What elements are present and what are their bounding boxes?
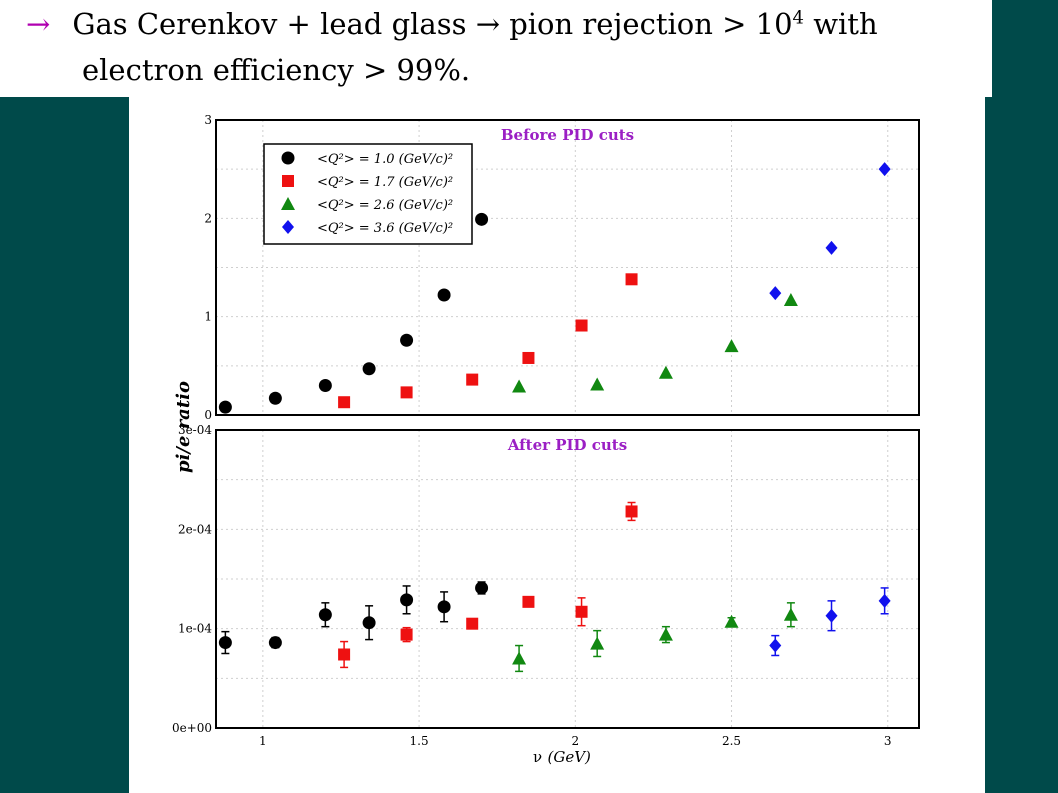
plot-frame [215, 119, 920, 416]
data-point-triangle [724, 339, 739, 353]
legend-label: <Q²> = 1.7 (GeV/c)² [317, 175, 453, 190]
slide-line-1-end: with [803, 7, 878, 41]
legend-label: <Q²> = 3.6 (GeV/c)² [317, 221, 453, 236]
y-tick-label: 3e-04 [178, 423, 212, 437]
x-tick-label: 2.5 [722, 734, 741, 748]
data-point-circle [268, 636, 282, 650]
data-point-circle [218, 636, 232, 650]
slide-line-2: electron efficiency > 99%. [82, 53, 471, 87]
data-point-circle [362, 362, 376, 376]
data-point-square [338, 396, 351, 409]
y-tick-label: 0e+00 [172, 721, 212, 735]
slide-line-1-text: Gas Cerenkov + lead glass → pion rejecti… [72, 7, 793, 41]
legend-marker-circle [281, 151, 295, 165]
legend-label: <Q²> = 1.0 (GeV/c)² [317, 152, 453, 167]
legend-label: <Q²> = 2.6 (GeV/c)² [317, 198, 453, 213]
data-point-circle [437, 600, 451, 614]
data-point-triangle [590, 377, 605, 391]
slide-text-box: → Gas Cerenkov + lead glass → pion reject… [0, 0, 992, 97]
data-point-triangle [783, 607, 798, 621]
x-axis-label: ν [533, 748, 542, 766]
data-point-circle [268, 391, 282, 405]
y-tick-label: 0 [204, 408, 212, 422]
legend-box [263, 143, 473, 245]
y-tick-label: 1 [204, 310, 212, 324]
slide-line-1: → Gas Cerenkov + lead glass → pion reject… [26, 7, 878, 41]
data-point-square [400, 628, 413, 641]
data-point-circle [400, 333, 414, 347]
data-point-square [522, 595, 535, 608]
y-tick-label: 2 [204, 211, 212, 225]
data-point-square [338, 648, 351, 661]
data-point-diamond [878, 162, 891, 177]
plot-panel: 0 1 2 3 Before PID cuts 0e+00 1e-04 2e-04 3e-04 A… [129, 97, 985, 793]
panel-title: Before PID cuts [501, 126, 634, 144]
data-point-square [522, 351, 535, 364]
data-point-diamond [769, 638, 782, 653]
data-point-triangle [724, 614, 739, 628]
legend-marker-triangle [281, 197, 295, 210]
x-tick-label: 2 [571, 734, 579, 748]
data-point-diamond [769, 286, 782, 301]
x-axis-unit: (GeV) [548, 748, 592, 766]
data-point-square [625, 505, 638, 518]
data-point-triangle [512, 651, 527, 665]
y-axis-label: pi/e ratio [173, 381, 194, 473]
legend-marker-square [282, 175, 294, 187]
data-point-diamond [878, 593, 891, 608]
data-point-circle [362, 616, 376, 630]
pi-e-ratio-chart: 0 1 2 3 Before PID cuts 0e+00 1e-04 2e-04 3e-04 A… [172, 113, 920, 766]
data-point-triangle [590, 636, 605, 650]
data-point-diamond [825, 240, 838, 255]
data-point-circle [475, 212, 489, 226]
x-tick-label: 1 [259, 734, 267, 748]
data-point-square [575, 605, 588, 618]
data-point-triangle [658, 365, 673, 379]
y-tick-label: 3 [204, 113, 212, 127]
data-point-circle [318, 379, 332, 392]
legend-marker-diamond [282, 220, 294, 234]
data-point-square [466, 373, 479, 386]
data-point-square [466, 617, 479, 630]
data-point-circle [218, 400, 232, 414]
x-tick-label: 3 [884, 734, 892, 748]
plot-frame [215, 429, 920, 729]
y-tick-label: 2e-04 [178, 522, 212, 536]
data-point-square [625, 273, 638, 286]
data-point-circle [400, 593, 414, 607]
data-point-square [400, 386, 413, 399]
data-point-circle [318, 608, 332, 622]
data-point-triangle [658, 627, 673, 641]
data-point-triangle [512, 379, 527, 393]
x-tick-label: 1.5 [410, 734, 429, 748]
arrow-icon: → [26, 7, 51, 41]
slide-line-1-sup: 4 [792, 7, 804, 29]
panel-title: After PID cuts [507, 436, 627, 454]
data-point-diamond [825, 608, 838, 623]
data-point-circle [475, 581, 489, 595]
data-point-circle [437, 288, 451, 302]
y-tick-label: 1e-04 [178, 622, 212, 636]
data-point-square [575, 319, 588, 332]
data-point-triangle [783, 292, 798, 306]
